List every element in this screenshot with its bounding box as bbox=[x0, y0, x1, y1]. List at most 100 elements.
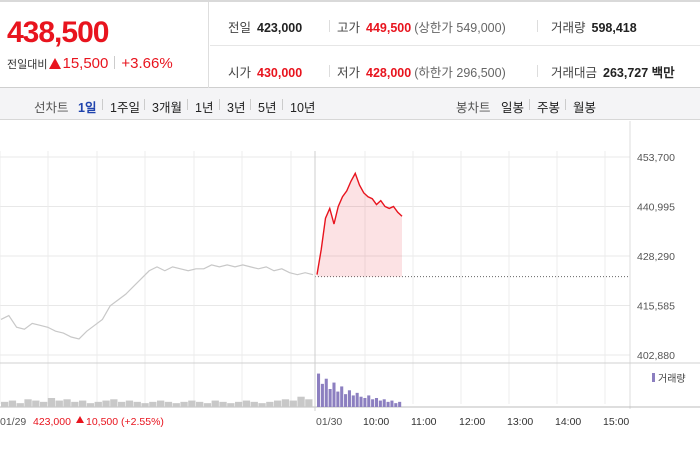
y-tick-label: 415,585 bbox=[637, 301, 675, 313]
today-date-label: 01/30 bbox=[316, 416, 342, 428]
volume-bar-today bbox=[371, 399, 375, 407]
volume-bar-prev bbox=[110, 399, 118, 407]
divider bbox=[282, 99, 283, 110]
volume-bar-prev bbox=[297, 396, 305, 407]
period-10y-tab[interactable]: 10년 bbox=[290, 101, 316, 115]
y-tick-label: 402,880 bbox=[637, 350, 675, 362]
line-chart-label: 선차트 bbox=[34, 101, 69, 115]
volume-bar-today bbox=[347, 390, 351, 407]
x-tick-label: 15:00 bbox=[603, 416, 629, 428]
volume-bar-today bbox=[328, 389, 332, 407]
period-3m-tab[interactable]: 3개월 bbox=[152, 101, 182, 115]
period-5y-tab[interactable]: 5년 bbox=[258, 101, 277, 115]
stat-value: 598,418 bbox=[591, 21, 637, 35]
volume-bar-prev bbox=[242, 400, 251, 407]
volume-bar-prev bbox=[188, 400, 196, 407]
volume-bar-today bbox=[390, 400, 394, 407]
stat-label: 시가 bbox=[228, 66, 252, 80]
volume-bar-prev bbox=[94, 401, 102, 407]
divider bbox=[537, 65, 538, 77]
x-tick-label: 11:00 bbox=[411, 416, 437, 428]
volume-bar-prev bbox=[102, 400, 110, 407]
divider bbox=[102, 99, 103, 110]
stat-value: 428,000 bbox=[366, 66, 412, 80]
stat-label: 저가 bbox=[337, 66, 361, 80]
prev-change-label: 10,500 (+2.55%) bbox=[86, 416, 164, 428]
volume-bar-prev bbox=[118, 401, 126, 407]
stat-trade-value: 거래대금 263,727 백만 bbox=[551, 62, 675, 81]
price-change-row: 전일대비 15,500 +3.66% bbox=[7, 55, 173, 72]
volume-bar-prev bbox=[211, 400, 219, 407]
stat-volume: 거래량 598,418 bbox=[551, 17, 637, 36]
x-tick-label: 14:00 bbox=[555, 416, 581, 428]
volume-bar-prev bbox=[289, 400, 297, 407]
volume-bar-today bbox=[355, 392, 359, 407]
volume-bar-prev bbox=[164, 401, 173, 407]
volume-bar-prev bbox=[180, 401, 188, 407]
volume-bar-today bbox=[324, 378, 328, 407]
volume-bar-prev bbox=[157, 400, 165, 407]
stat-value: 423,000 bbox=[257, 21, 303, 35]
period-1d-tab[interactable]: 1일 bbox=[78, 101, 97, 115]
volume-bar-prev bbox=[227, 403, 235, 407]
period-1y-tab[interactable]: 1년 bbox=[195, 101, 214, 115]
limit-label: 하한가 bbox=[418, 66, 453, 80]
divider bbox=[329, 65, 330, 77]
volume-bar-today bbox=[344, 394, 348, 407]
candle-chart-label: 봉차트 bbox=[456, 101, 491, 115]
divider bbox=[565, 99, 566, 110]
prev-close-label: 423,000 bbox=[33, 416, 71, 428]
volume-bar-prev bbox=[40, 401, 48, 407]
stock-summary: 438,500 전일대비 15,500 +3.66% 전일 423,000 고가 449… bbox=[0, 0, 700, 88]
price-chart: 453,700 440,995 428,290 415,585 402,880 거래량 01… bbox=[0, 121, 700, 450]
stat-label: 거래량 bbox=[551, 21, 586, 35]
current-price: 438,500 bbox=[7, 16, 109, 49]
x-tick-label: 10:00 bbox=[363, 416, 389, 428]
volume-bar-prev bbox=[8, 400, 17, 407]
limit-label: 상한가 bbox=[418, 21, 453, 35]
candle-weekly-tab[interactable]: 주봉 bbox=[537, 101, 561, 115]
volume-bar-prev bbox=[141, 403, 149, 407]
volume-legend-label: 거래량 bbox=[658, 373, 686, 385]
volume-bar-prev bbox=[133, 401, 141, 407]
y-tick-label: 440,995 bbox=[637, 202, 675, 214]
volume-bar-prev bbox=[172, 403, 180, 407]
period-3y-tab[interactable]: 3년 bbox=[227, 101, 246, 115]
limit-value: 549,000 bbox=[456, 21, 502, 35]
stat-prev-close: 전일 423,000 bbox=[228, 17, 302, 36]
volume-bar-prev bbox=[71, 401, 79, 407]
volume-bar-prev bbox=[63, 399, 71, 407]
divider bbox=[329, 20, 330, 32]
divider bbox=[529, 99, 530, 110]
volume-bar-today bbox=[398, 401, 402, 407]
up-triangle-icon bbox=[76, 416, 84, 423]
x-tick-label: 12:00 bbox=[459, 416, 485, 428]
divider bbox=[114, 56, 116, 69]
volume-bar-prev bbox=[24, 399, 32, 407]
divider bbox=[144, 99, 145, 110]
stock-stats: 전일 423,000 고가 449,500 (상한가 549,000) 거래량 598,… bbox=[210, 2, 700, 88]
change-percent: +3.66% bbox=[121, 55, 173, 72]
divider bbox=[187, 99, 188, 110]
volume-bar-today bbox=[332, 382, 336, 407]
divider bbox=[210, 45, 700, 46]
price-panel: 438,500 전일대비 15,500 +3.66% bbox=[0, 2, 209, 88]
x-tick-label: 13:00 bbox=[507, 416, 533, 428]
volume-bar-prev bbox=[266, 401, 274, 407]
period-1w-tab[interactable]: 1주일 bbox=[110, 101, 140, 115]
volume-bar-prev bbox=[258, 403, 266, 407]
volume-bar-today bbox=[367, 395, 371, 407]
volume-bar-prev bbox=[149, 401, 157, 407]
volume-bar-today bbox=[317, 373, 321, 407]
volume-legend-swatch bbox=[652, 373, 655, 382]
candle-daily-tab[interactable]: 일봉 bbox=[501, 101, 525, 115]
volume-bar-today bbox=[363, 398, 367, 407]
candle-monthly-tab[interactable]: 월봉 bbox=[573, 101, 597, 115]
volume-bar-prev bbox=[32, 400, 40, 407]
volume-bar-prev bbox=[55, 400, 63, 407]
volume-bar-today bbox=[336, 391, 340, 407]
chart-toolbar: 선차트 1일 1주일 3개월 1년 3년 5년 10년 봉차트 일봉 주봉 월봉 bbox=[0, 88, 700, 120]
y-tick-label: 428,290 bbox=[637, 251, 675, 263]
volume-bar-today bbox=[394, 403, 398, 407]
stat-value: 263,727 백만 bbox=[603, 66, 675, 80]
